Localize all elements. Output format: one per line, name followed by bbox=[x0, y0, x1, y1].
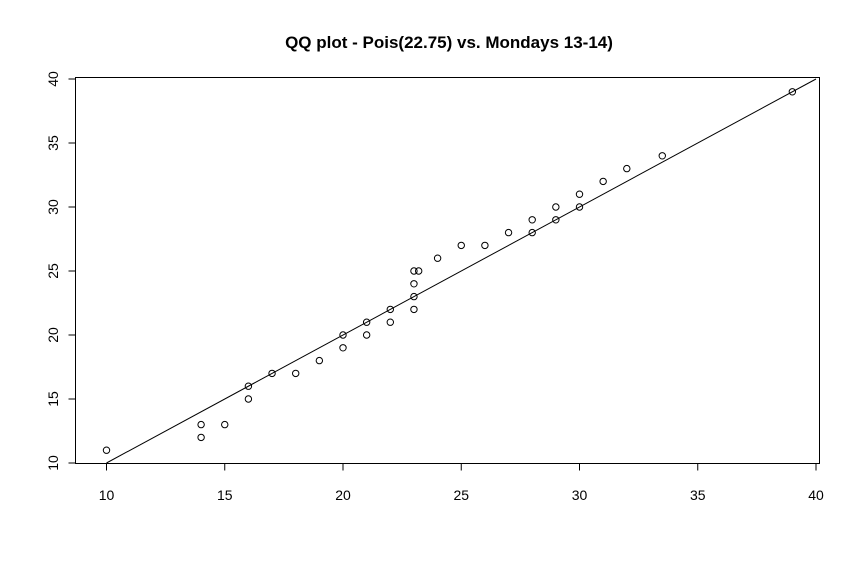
data-point bbox=[362, 318, 371, 326]
data-point bbox=[599, 177, 607, 186]
chart-title: QQ plot - Pois(22.75) vs. Mondays 13-14) bbox=[285, 33, 613, 52]
data-point bbox=[457, 241, 465, 250]
data-point bbox=[658, 152, 666, 160]
data-point bbox=[244, 382, 253, 390]
data-point bbox=[292, 369, 300, 378]
data-point bbox=[197, 433, 205, 442]
data-point bbox=[339, 344, 347, 352]
data-point bbox=[268, 369, 276, 378]
x-tick-label: 30 bbox=[572, 487, 588, 503]
data-point bbox=[221, 420, 229, 429]
y-tick-label: 35 bbox=[45, 135, 61, 151]
data-point bbox=[197, 420, 205, 429]
y-tick-label: 25 bbox=[45, 263, 61, 279]
data-point bbox=[528, 228, 536, 237]
data-point bbox=[410, 292, 418, 301]
data-point bbox=[552, 203, 560, 211]
data-point bbox=[575, 203, 584, 211]
data-point bbox=[410, 280, 418, 288]
y-tick-label: 30 bbox=[45, 199, 61, 215]
y-tick-label: 15 bbox=[45, 391, 61, 407]
data-point bbox=[788, 88, 797, 96]
y-tick-label: 10 bbox=[45, 455, 61, 471]
data-point bbox=[386, 318, 394, 326]
x-axis: 10 15 20 25 30 35 40 bbox=[99, 463, 824, 503]
data-point bbox=[244, 395, 253, 403]
data-point bbox=[433, 254, 442, 262]
data-point bbox=[414, 267, 423, 275]
data-point bbox=[410, 267, 418, 275]
y-axis: 10 15 20 25 30 35 40 bbox=[45, 71, 76, 471]
data-point bbox=[481, 241, 489, 250]
y-tick-label: 20 bbox=[45, 327, 61, 343]
data-point bbox=[102, 446, 111, 454]
data-point bbox=[552, 216, 560, 224]
data-point bbox=[362, 331, 371, 339]
data-point bbox=[339, 331, 347, 339]
plot-frame bbox=[75, 77, 820, 464]
x-tick-label: 20 bbox=[335, 487, 351, 503]
data-point bbox=[623, 164, 631, 173]
x-tick-label: 35 bbox=[690, 487, 706, 503]
data-point bbox=[386, 305, 394, 314]
data-point bbox=[504, 228, 513, 237]
reference-line bbox=[106, 78, 817, 464]
data-point bbox=[410, 305, 418, 314]
x-tick-label: 25 bbox=[453, 487, 469, 503]
x-tick-label: 15 bbox=[217, 487, 233, 503]
data-point bbox=[528, 216, 536, 224]
plot-area bbox=[102, 78, 817, 464]
x-tick-label: 40 bbox=[808, 487, 824, 503]
y-tick-label: 40 bbox=[45, 71, 61, 87]
data-point bbox=[315, 356, 324, 365]
data-point bbox=[575, 190, 584, 198]
x-tick-label: 10 bbox=[99, 487, 115, 503]
